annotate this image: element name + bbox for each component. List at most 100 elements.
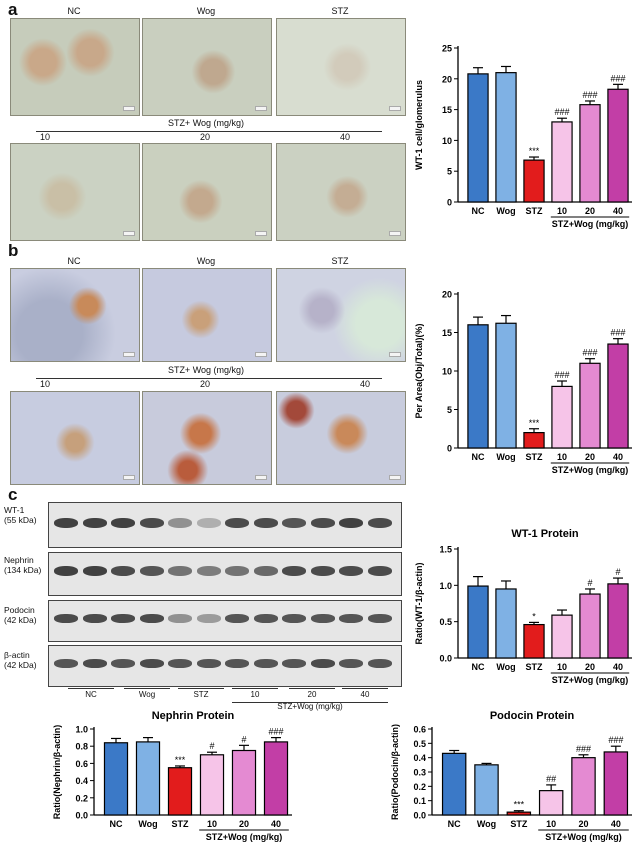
y-axis-label: WT-1 cell/glomerulus xyxy=(414,80,424,170)
chart-title: Nephrin Protein xyxy=(152,710,235,722)
dose-label-b-40: 40 xyxy=(359,379,370,389)
y-axis-label: Per Area(Obj/Total)(%) xyxy=(414,323,424,418)
micrograph-a-40 xyxy=(276,143,406,241)
x-tick-label: Wog xyxy=(496,206,515,216)
lane-label-20: 20 xyxy=(307,690,317,699)
y-tick-label: 15 xyxy=(442,105,452,115)
dose-title-a: STZ+ Wog (mg/kg) xyxy=(167,118,245,128)
micrograph-b-nc xyxy=(10,268,140,362)
lane-label-wog: Wog xyxy=(138,690,156,699)
y-tick-label: 0.0 xyxy=(413,811,426,821)
micrograph-b-40 xyxy=(276,391,406,485)
significance-label: ### xyxy=(610,328,625,338)
blot-band xyxy=(196,614,221,623)
x-tick-label: 20 xyxy=(239,819,249,829)
y-tick-label: 0.0 xyxy=(439,654,452,664)
scale-bar xyxy=(255,475,267,480)
x-tick-label: STZ xyxy=(526,452,544,462)
blot-band xyxy=(111,659,135,668)
blot-band xyxy=(139,614,164,623)
blot-band xyxy=(367,518,392,528)
panel-letter-b: b xyxy=(8,241,19,260)
blot-band xyxy=(139,518,164,528)
blot-band xyxy=(111,518,135,528)
bar xyxy=(495,72,517,203)
micrograph-b-10 xyxy=(10,391,140,485)
blot-label-wt1: WT-1 (55 kDa) xyxy=(4,505,37,525)
significance-label: ### xyxy=(554,370,569,380)
x-tick-label: NC xyxy=(448,819,461,829)
bar xyxy=(467,585,489,659)
chart-nephrin-protein: Nephrin Protein 0.0 0.2 0.4 0.6 0.8 1.0 Ratio(N… xyxy=(52,710,292,842)
bar xyxy=(551,385,573,449)
lane-label-10: 10 xyxy=(250,690,260,699)
y-tick-label: 0.2 xyxy=(413,782,426,792)
bar xyxy=(607,88,629,203)
significance-label: ### xyxy=(268,727,283,737)
bar xyxy=(199,754,225,816)
bar xyxy=(441,752,467,816)
blot-band xyxy=(168,659,192,668)
blot-band xyxy=(282,659,306,668)
micrograph-b-wog xyxy=(142,268,272,362)
blot-band xyxy=(111,614,135,623)
micro-label-wog: Wog xyxy=(196,6,216,16)
bar xyxy=(607,583,629,659)
bar xyxy=(523,432,545,449)
y-tick-label: 20 xyxy=(442,290,452,300)
bar xyxy=(167,767,193,816)
lane-label-nc: NC xyxy=(85,690,97,699)
blot-label-nephrin: Nephrin (134 kDa) xyxy=(4,555,42,575)
lane-line xyxy=(124,688,170,689)
y-tick-label: 0.1 xyxy=(413,796,426,806)
micrograph-a-20 xyxy=(142,143,272,241)
blot-band xyxy=(282,566,306,576)
blot-band xyxy=(253,659,278,668)
blot-band xyxy=(339,566,363,576)
blot-band xyxy=(339,614,363,623)
x-tick-label: 40 xyxy=(611,819,621,829)
y-tick-label: 0 xyxy=(447,198,452,208)
y-tick-label: 5 xyxy=(447,167,452,177)
significance-label: *** xyxy=(514,800,525,810)
scale-bar xyxy=(123,475,135,480)
scale-bar xyxy=(123,352,135,357)
significance-label: ### xyxy=(582,348,597,358)
blot-band xyxy=(367,659,392,668)
bar xyxy=(467,324,489,449)
micro-label-stz: STZ xyxy=(331,6,349,16)
blot-band xyxy=(339,518,363,528)
group-label: STZ+Wog (mg/kg) xyxy=(552,675,629,685)
micro-label-b-nc: NC xyxy=(67,256,81,266)
y-tick-label: 10 xyxy=(442,136,452,146)
x-tick-label: 10 xyxy=(557,452,567,462)
y-tick-label: 0.6 xyxy=(413,725,426,735)
bar xyxy=(607,343,629,449)
chart-title: Podocin Protein xyxy=(490,710,575,722)
chart-wt1-protein: WT-1 Protein 0.0 0.5 1.0 1.5 Ratio(WT-1/β-act… xyxy=(414,528,632,685)
lane-label-stz: STZ xyxy=(193,690,209,699)
significance-label: ### xyxy=(582,90,597,100)
chart-title: WT-1 Protein xyxy=(511,528,579,540)
x-tick-label: 20 xyxy=(578,819,588,829)
micro-label-b-wog: Wog xyxy=(196,256,216,266)
blot-band xyxy=(253,518,278,528)
blot-band xyxy=(82,566,107,576)
dose-line-b xyxy=(36,378,382,379)
y-tick-label: 5 xyxy=(447,405,452,415)
bar xyxy=(523,623,545,659)
blot-band xyxy=(168,614,192,623)
x-tick-label: STZ xyxy=(526,662,544,672)
x-tick-label: 20 xyxy=(585,206,595,216)
blot-band xyxy=(196,518,221,528)
y-tick-label: 0.5 xyxy=(413,739,426,749)
chart-per-area: 0 5 10 15 20 Per Area(Obj/Total)(%) NC Wog *** ST… xyxy=(414,290,632,475)
y-tick-label: 0.6 xyxy=(75,759,88,769)
significance-label: *** xyxy=(529,418,540,428)
micro-label-b-stz: STZ xyxy=(331,256,349,266)
micrograph-a-wog xyxy=(142,18,272,116)
x-tick-label: 40 xyxy=(613,206,623,216)
y-tick-label: 0 xyxy=(447,444,452,454)
y-axis-label: Ratio(Podocin/β-actin) xyxy=(390,724,400,820)
blot-band xyxy=(367,566,392,576)
